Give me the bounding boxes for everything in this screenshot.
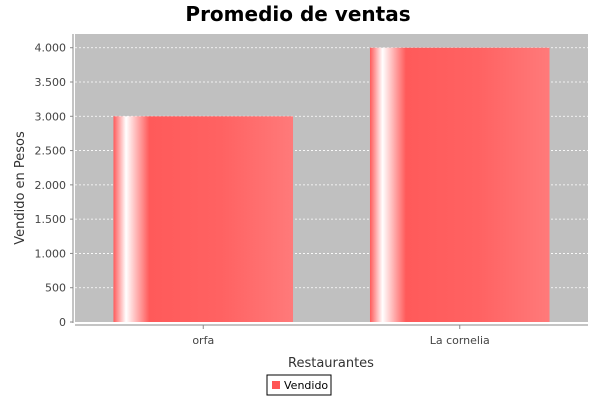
- x-axis-title: Restaurantes: [288, 356, 374, 371]
- legend: Vendido: [266, 374, 332, 396]
- y-tick-label: 0: [59, 316, 66, 329]
- y-tick-label: 1.000: [35, 247, 67, 260]
- y-tick-label: 3.500: [35, 76, 67, 89]
- legend-box: [266, 374, 332, 396]
- bar-orfa: [113, 116, 294, 323]
- bar-la-cornelia: [369, 47, 550, 322]
- y-tick-label: 1.500: [35, 213, 67, 226]
- chart-title: Promedio de ventas: [185, 2, 410, 26]
- y-tick-label: 2.000: [35, 179, 67, 192]
- bars: [113, 47, 550, 323]
- y-tick-label: 3.000: [35, 110, 67, 123]
- y-axis-title: Vendido en Pesos: [13, 131, 28, 245]
- x-ticks: orfa La cornelia: [192, 325, 490, 347]
- y-tick-label: 2.500: [35, 145, 67, 158]
- x-tick-label: La cornelia: [430, 334, 490, 347]
- y-tick-label: 500: [45, 282, 66, 295]
- x-tick-label: orfa: [192, 334, 214, 347]
- y-ticks: 0 500 1.000 1.500 2.000 2.500 3.000 3.500 4.000: [35, 42, 73, 329]
- legend-swatch: [272, 381, 280, 389]
- legend-label-vendido: Vendido: [284, 379, 328, 392]
- y-tick-label: 4.000: [35, 42, 67, 55]
